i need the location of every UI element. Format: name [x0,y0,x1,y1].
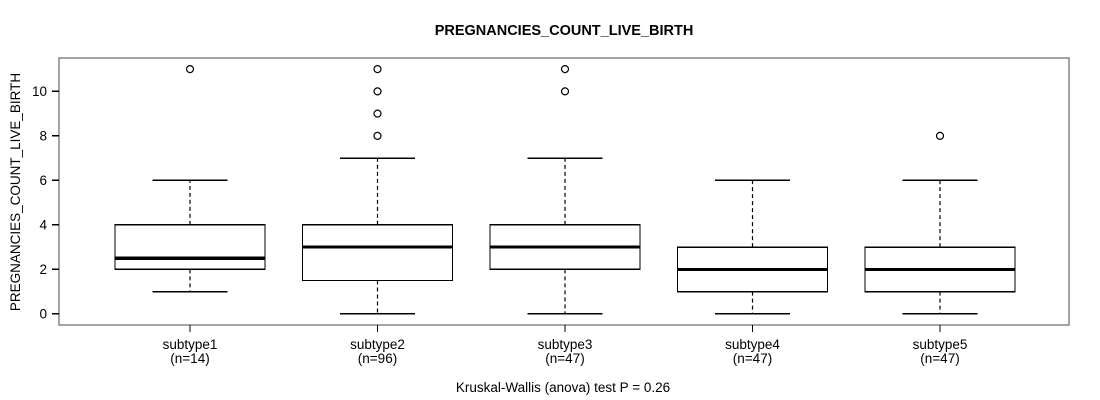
x-tick-label-n: (n=14) [170,351,209,366]
plot-frame [58,57,1070,326]
y-tick-label: 2 [39,262,47,277]
x-tick-label-n: (n=47) [733,351,772,366]
box-rect [114,224,266,271]
y-tick-label: 0 [39,306,47,321]
x-axis: subtype1(n=14)subtype2(n=96)subtype3(n=4… [163,325,968,366]
y-tick-label: 10 [32,84,47,99]
outlier-point [935,131,945,140]
outlier-point [373,65,382,74]
x-tick-label-n: (n=47) [920,351,959,366]
outlier-point [373,87,382,96]
box-rect [301,224,454,282]
x-tick-label-subtype: subtype1 [163,337,218,352]
x-tick-label-subtype: subtype5 [913,337,968,352]
boxplot-series [114,65,1016,315]
boxplot-group-subtype1 [114,65,266,293]
x-tick-label-n: (n=96) [358,351,397,366]
x-tick-label-subtype: subtype3 [538,337,593,352]
outlier-point [185,65,195,74]
x-tick-label-n: (n=47) [545,351,584,366]
boxplot-group-subtype2 [301,65,454,315]
y-tick-label: 6 [39,173,47,188]
outlier-point [373,131,382,140]
outlier-point [560,65,570,74]
outlier-point [560,87,570,96]
y-axis: 0 2 4 6 8 10 [32,84,59,321]
outlier-point [373,109,382,118]
y-axis-label: PREGNANCIES_COUNT_LIVE_BIRTH [8,73,23,311]
stat-test-annotation: Kruskal-Wallis (anova) test P = 0.26 [456,380,670,395]
x-tick-label-subtype: subtype4 [725,337,780,352]
chart-title: PREGNANCIES_COUNT_LIVE_BIRTH [435,23,694,39]
y-tick-label: 8 [39,128,47,143]
y-tick-label: 4 [39,217,47,232]
boxplot-group-subtype5 [864,131,1016,315]
boxplot-group-subtype4 [676,179,829,315]
boxplot-group-subtype3 [489,65,641,315]
x-tick-label-subtype: subtype2 [350,337,405,352]
